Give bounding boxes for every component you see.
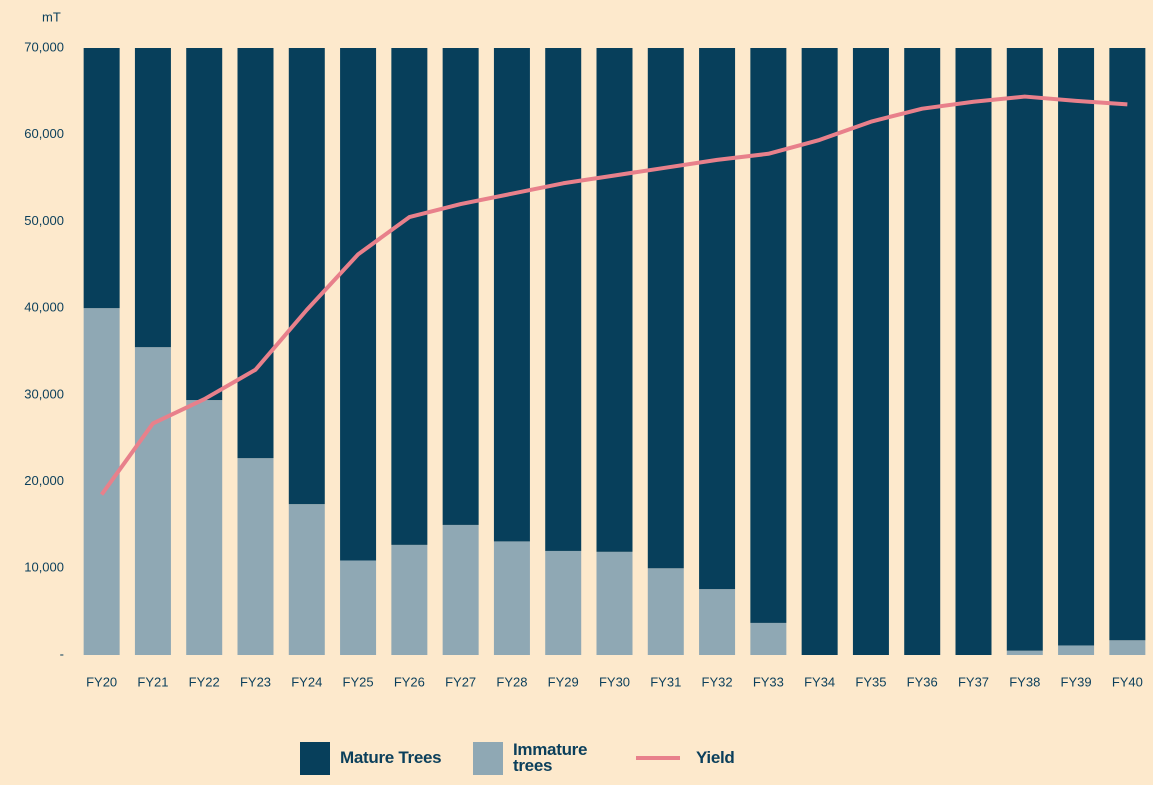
bar [596, 551, 633, 655]
bar [1006, 650, 1043, 655]
bar [699, 48, 736, 590]
legend-item: Yield [636, 738, 735, 778]
legend-item: Immature trees [473, 738, 603, 778]
bar [750, 622, 787, 655]
bar [801, 48, 838, 655]
x-tick-label: FY28 [496, 674, 527, 689]
y-tick-label: 70,000 [24, 39, 64, 54]
bar [288, 504, 325, 655]
bar [83, 308, 120, 655]
x-tick-label: FY24 [291, 674, 322, 689]
x-tick-label: FY20 [86, 674, 117, 689]
bar [442, 48, 479, 525]
legend-swatch [636, 756, 680, 760]
bar [391, 48, 428, 545]
chart: mT - 10,000 20,000 30,000 40,000 50,000 60,000… [24, 9, 1146, 689]
y-unit: mT [42, 9, 61, 24]
bar [134, 48, 171, 348]
legend: Mature Trees Immature trees Yield [0, 738, 1153, 782]
bar [699, 589, 736, 655]
legend-label: Yield [696, 748, 735, 767]
x-tick-label: FY25 [343, 674, 374, 689]
bar [237, 48, 274, 459]
legend-label: Immature trees [513, 740, 588, 775]
x-tick-label: FY30 [599, 674, 630, 689]
bar [1058, 645, 1095, 655]
bar [1109, 48, 1146, 641]
bar [904, 48, 941, 655]
x-tick-label: FY21 [137, 674, 168, 689]
bar [237, 458, 274, 655]
y-tick-label: 60,000 [24, 126, 64, 141]
bar [442, 524, 479, 655]
x-tick-label: FY22 [189, 674, 220, 689]
x-tick-label: FY29 [548, 674, 579, 689]
x-tick-label: FY40 [1112, 674, 1143, 689]
bar [596, 48, 633, 552]
yield-line [100, 94, 1128, 496]
bar [1058, 48, 1095, 646]
bar [493, 541, 530, 655]
bar [852, 48, 889, 655]
bar [1006, 48, 1043, 651]
x-tick-label: FY34 [804, 674, 835, 689]
legend-label: Mature Trees [340, 748, 442, 767]
bar [340, 560, 377, 655]
y-tick-label: 10,000 [24, 560, 64, 575]
bar [545, 48, 582, 551]
y-tick-label: - [60, 646, 64, 661]
x-tick-label: FY27 [445, 674, 476, 689]
x-tick-label: FY23 [240, 674, 271, 689]
bar [647, 568, 684, 655]
bar [493, 48, 530, 542]
x-tick-label: FY31 [650, 674, 681, 689]
y-tick-label: 30,000 [24, 386, 64, 401]
x-tick-label: FY26 [394, 674, 425, 689]
y-tick-label: 20,000 [24, 473, 64, 488]
bar [288, 48, 325, 505]
x-tick-label: FY37 [958, 674, 989, 689]
bar [750, 48, 787, 623]
y-tick-label: 50,000 [24, 213, 64, 228]
bar [186, 400, 223, 655]
x-tick-label: FY33 [753, 674, 784, 689]
legend-swatch [300, 741, 330, 775]
x-tick-label: FY35 [855, 674, 886, 689]
y-tick-label: 40,000 [24, 300, 64, 315]
bar [1109, 640, 1146, 655]
x-tick-label: FY39 [1061, 674, 1092, 689]
x-tick-label: FY32 [702, 674, 733, 689]
bar [134, 347, 171, 655]
legend-item: Mature Trees [300, 738, 442, 778]
bar [647, 48, 684, 569]
bar [83, 48, 120, 309]
bar [186, 48, 223, 401]
x-tick-label: FY36 [907, 674, 938, 689]
bar [340, 48, 377, 561]
bar [391, 544, 428, 655]
legend-swatch [473, 741, 503, 775]
x-tick-label: FY38 [1009, 674, 1040, 689]
bar [955, 48, 992, 655]
bar [545, 550, 582, 655]
